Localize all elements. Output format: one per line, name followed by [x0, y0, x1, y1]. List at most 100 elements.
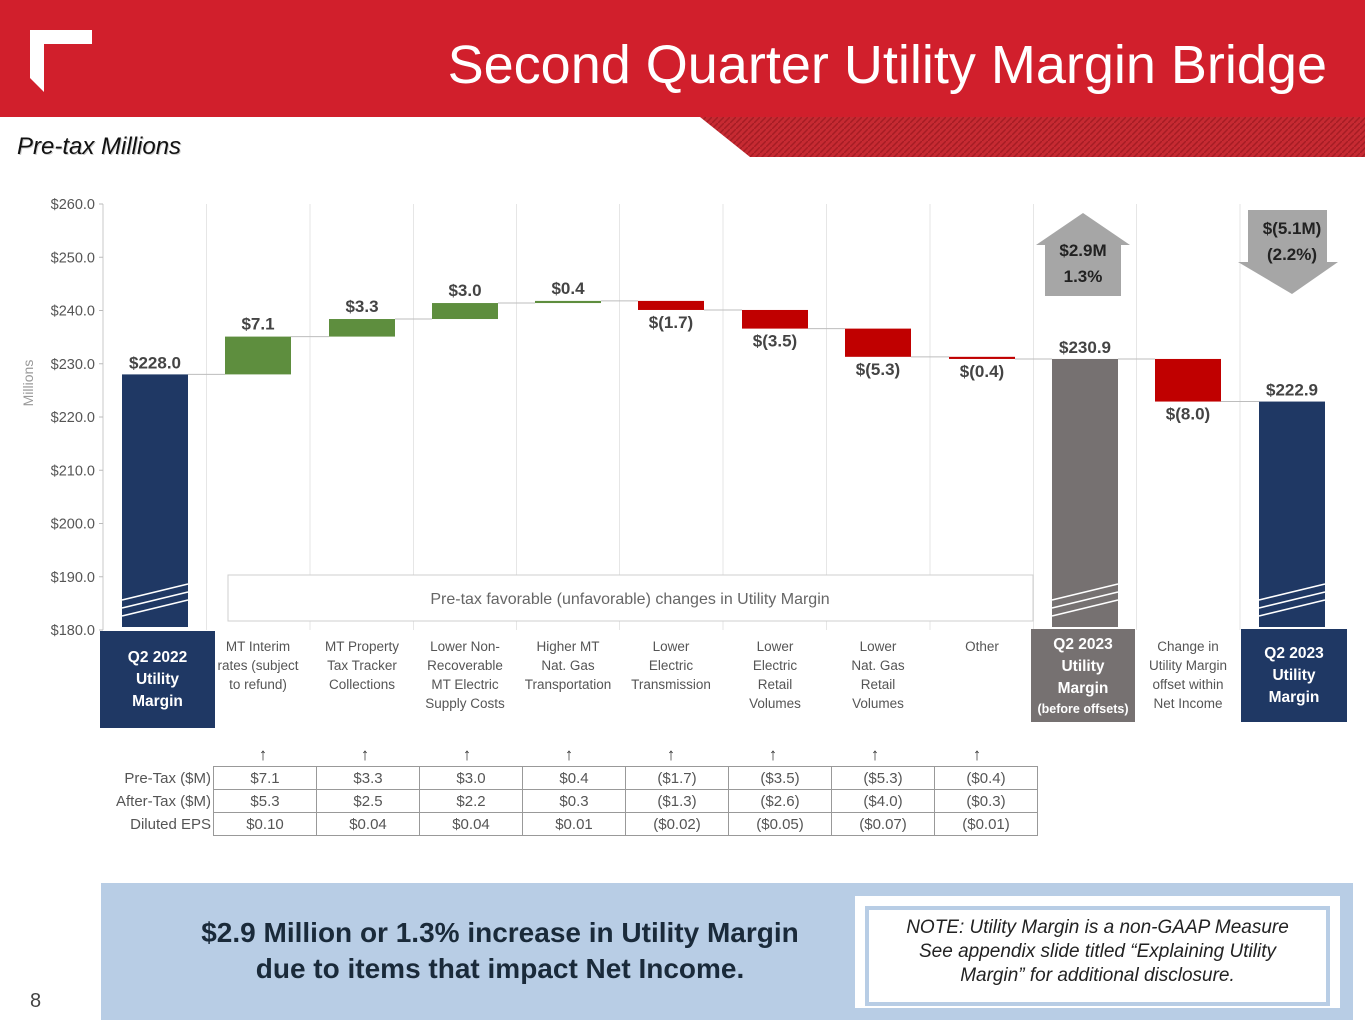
impact-cell: ($0.05): [728, 812, 832, 836]
data-label-10: $(8.0): [1166, 405, 1210, 424]
impact-cell: $0.04: [316, 812, 420, 836]
axis-break-mark: [121, 599, 189, 617]
impact-cell: $0.01: [522, 812, 626, 836]
impact-cell: $0.3: [522, 789, 626, 813]
company-logo: [30, 30, 92, 92]
bar-0: [122, 374, 188, 627]
data-label-7: $(5.3): [856, 360, 900, 379]
axis-break-mark: [1258, 591, 1326, 609]
impact-row: Pre-Tax ($M) $7.1 $3.3 $3.0 $0.4 ($1.7) ($3.5)…: [96, 766, 1038, 790]
bar-7: [845, 328, 911, 357]
category-label: Lower Nat. Gas Retail Volumes: [851, 639, 905, 711]
callout-up-arrow: [1036, 213, 1130, 296]
up-arrow-icon: ↑: [360, 745, 370, 764]
y-tick-label: $190.0: [51, 570, 95, 586]
category-label: Higher MT Nat. Gas Transportation: [524, 639, 612, 692]
y-tick-label: $260.0: [51, 197, 95, 213]
callout-down-percent: (2.2%): [1267, 245, 1317, 264]
impact-cell: $0.10: [213, 812, 317, 836]
impact-cell: $3.0: [419, 766, 523, 790]
callout-down-value: $(5.1M): [1263, 219, 1322, 238]
impact-cell: ($1.3): [625, 789, 729, 813]
y-tick-label: $250.0: [51, 250, 95, 266]
impact-cell: $2.5: [316, 789, 420, 813]
header-bar: [0, 0, 1365, 117]
up-arrow-icon: ↑: [972, 745, 982, 764]
bar-10: [1155, 358, 1221, 402]
bar-5: [638, 300, 704, 310]
bar-11: [1259, 401, 1325, 627]
category-box-before-offsets: Q2 2023 Utility Margin (before offsets): [1031, 629, 1135, 722]
axis-break-mark: [121, 591, 189, 609]
up-arrow-icon: ↑: [258, 745, 268, 764]
bar-6: [742, 309, 808, 329]
axis-break-mark: [1051, 591, 1119, 609]
impact-cell: ($0.3): [934, 789, 1038, 813]
category-label: Lower Electric Retail Volumes: [749, 639, 801, 711]
impact-row-label: Pre-Tax ($M): [96, 766, 214, 790]
bar-1: [225, 336, 291, 375]
summary-text: $2.9 Million or 1.3% increase in Utility…: [201, 917, 799, 984]
data-label-8: $(0.4): [960, 362, 1004, 381]
bar-8: [949, 356, 1015, 359]
impact-cell: ($5.3): [831, 766, 935, 790]
impact-cell: ($4.0): [831, 789, 935, 813]
impact-row: After-Tax ($M) $5.3 $2.5 $2.2 $0.3 ($1.3) ($2.…: [96, 789, 1038, 813]
impact-cell: ($0.07): [831, 812, 935, 836]
up-arrow-icon: ↑: [462, 745, 472, 764]
category-label: MT Interim rates (subject to refund): [217, 639, 299, 692]
bar-2: [329, 319, 395, 337]
axis-break-mark: [1051, 583, 1119, 601]
data-label-2: $3.3: [345, 297, 378, 316]
data-label-0: $228.0: [129, 353, 181, 372]
non-gaap-note: NOTE: Utility Margin is a non-GAAP Measu…: [865, 906, 1330, 1006]
inner-label-box: [227, 574, 1034, 622]
impact-row-label: After-Tax ($M): [96, 789, 214, 813]
data-label-9: $230.9: [1059, 338, 1111, 357]
y-tick-label: $210.0: [51, 463, 95, 479]
axis-break-mark: [1258, 583, 1326, 601]
category-label: Other: [965, 639, 999, 654]
data-label-3: $3.0: [448, 281, 481, 300]
impact-cell: ($1.7): [625, 766, 729, 790]
up-arrow-icon: ↑: [870, 745, 880, 764]
impact-cell: ($0.01): [934, 812, 1038, 836]
axis-break-mark: [121, 583, 189, 601]
up-arrow-icon: ↑: [768, 745, 778, 764]
y-tick-label: $220.0: [51, 410, 95, 426]
callout-up-percent: 1.3%: [1064, 267, 1103, 286]
data-label-1: $7.1: [241, 315, 274, 334]
callout-up-value: $2.9M: [1059, 241, 1106, 260]
axis-break-mark: [1258, 599, 1326, 617]
impact-cell: $2.2: [419, 789, 523, 813]
bar-3: [432, 303, 498, 320]
callout-down-arrow: [1238, 210, 1338, 294]
page-title: Second Quarter Utility Margin Bridge: [447, 35, 1327, 95]
y-axis-title: Millions: [20, 360, 36, 407]
data-label-4: $0.4: [551, 279, 585, 298]
y-tick-label: $180.0: [51, 623, 95, 639]
data-label-5: $(1.7): [649, 313, 693, 332]
impact-table: Pre-Tax ($M) $7.1 $3.3 $3.0 $0.4 ($1.7) ($3.5)…: [96, 766, 1038, 836]
impact-cell: ($0.02): [625, 812, 729, 836]
bar-9: [1052, 358, 1118, 627]
page-number: 8: [30, 990, 42, 1012]
waterfall-chart: $180.0 $190.0 $200.0 $210.0 $220.0 $230.0 $240…: [20, 197, 1338, 639]
up-arrow-icon: ↑: [666, 745, 676, 764]
impact-cell: ($2.6): [728, 789, 832, 813]
category-label: Lower Non- Recoverable MT Electric Supply C…: [425, 639, 505, 711]
y-tick-label: $230.0: [51, 357, 95, 373]
impact-cell: $7.1: [213, 766, 317, 790]
category-label: Lower Electric Transmission: [631, 639, 711, 692]
impact-row: Diluted EPS $0.10 $0.04 $0.04 $0.01 ($0.02) ($…: [96, 812, 1038, 836]
impact-cell: ($3.5): [728, 766, 832, 790]
axis-break-mark: [1051, 599, 1119, 617]
category-label: Change in Utility Margin offset within Net …: [1148, 639, 1227, 711]
impact-row-label: Diluted EPS: [96, 812, 214, 836]
data-label-11: $222.9: [1266, 381, 1318, 400]
impact-cell: ($0.4): [934, 766, 1038, 790]
units-subtitle: Pre-tax Millions: [17, 133, 182, 160]
impact-cell: $0.4: [522, 766, 626, 790]
bar-4: [535, 300, 601, 304]
impact-cell: $5.3: [213, 789, 317, 813]
